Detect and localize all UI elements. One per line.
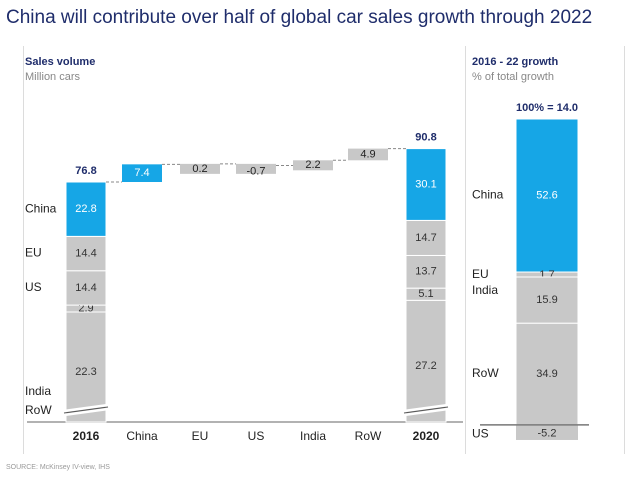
left-panel-border (23, 46, 24, 454)
left-unit: Million cars (25, 71, 81, 83)
growth-label-us: -5.2 (538, 427, 557, 439)
right-unit: % of total growth (472, 71, 554, 83)
change-bar-india (293, 160, 333, 171)
panel-divider (465, 46, 466, 454)
growth-row-label-china: China (472, 188, 504, 202)
row-label-us: US (25, 280, 42, 294)
label-2020-china: 30.1 (415, 178, 436, 190)
right-panel-border (624, 46, 625, 454)
x-tick-row: RoW (355, 429, 382, 443)
growth-row-label-row: RoW (472, 366, 499, 380)
row-label-row: RoW (25, 403, 52, 417)
bar-2016-us (65, 270, 107, 306)
x-tick-2016: 2016 (73, 429, 100, 443)
growth-bar-india (515, 276, 579, 324)
axis-break-2020 (403, 403, 449, 417)
label-2020-row: 27.2 (415, 360, 436, 372)
growth-bar-china (515, 118, 579, 273)
growth-bar-row (515, 322, 579, 426)
change-bar-us (236, 163, 276, 174)
bar-2020-row (405, 299, 447, 423)
right-header: 2016 - 22 growth (472, 56, 558, 68)
growth-row-label-india: India (472, 283, 498, 297)
axis-break-line-2016 (63, 406, 109, 414)
bar-2020-us (405, 254, 447, 289)
row-label-eu: EU (25, 246, 42, 260)
growth-row-label-us: US (472, 427, 489, 441)
x-tick-eu: EU (192, 429, 209, 443)
total-2020: 90.8 (415, 132, 436, 144)
label-2016-eu: 14.4 (75, 247, 96, 259)
label-2016-china: 22.8 (75, 203, 96, 215)
row-label-india: India (25, 384, 51, 398)
change-label-us: -0.7 (247, 165, 266, 177)
change-bar-row (348, 148, 388, 161)
bar-2016-row (65, 311, 107, 423)
axis-break-2016 (63, 403, 109, 417)
x-tick-us: US (248, 429, 265, 443)
bar-2016-china (65, 181, 107, 237)
bar-2016-eu (65, 235, 107, 272)
growth-label-row: 34.9 (536, 368, 557, 380)
row-label-china: China (25, 201, 57, 215)
source-note: SOURCE: McKinsey IV-view, IHS (6, 464, 110, 471)
growth-label-india: 15.9 (536, 294, 557, 306)
right-total-label: 100% = 14.0 (516, 102, 578, 114)
growth-row-label-eu: EU (472, 267, 489, 281)
change-label-row: 4.9 (360, 148, 375, 160)
bar-2020-eu (405, 219, 447, 256)
change-label-india: 2.2 (305, 159, 320, 171)
x-tick-india: India (300, 429, 326, 443)
left-header: Sales volume (25, 56, 95, 68)
change-label-eu: 0.2 (192, 163, 207, 175)
change-bar-china (122, 164, 162, 182)
growth-bar-us (516, 424, 578, 440)
change-bar-eu (180, 163, 220, 174)
label-2016-row: 22.3 (75, 366, 96, 378)
label-2016-us: 14.4 (75, 282, 96, 294)
label-2020-eu: 14.7 (415, 232, 436, 244)
x-tick-2020: 2020 (413, 429, 440, 443)
total-2016: 76.8 (75, 165, 96, 177)
change-label-china: 7.4 (134, 167, 149, 179)
chart-title: China will contribute over half of globa… (6, 7, 593, 28)
bar-2020-china (405, 148, 447, 221)
label-2020-us: 13.7 (415, 266, 436, 278)
growth-label-china: 52.6 (536, 189, 557, 201)
x-tick-china: China (126, 429, 158, 443)
axis-break-line-2020 (403, 406, 449, 414)
label-2020-india: 5.1 (418, 288, 433, 300)
